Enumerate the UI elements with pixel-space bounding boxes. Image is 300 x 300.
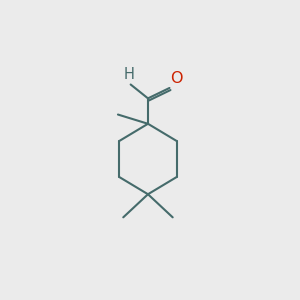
Text: H: H [124,67,135,82]
Text: O: O [170,71,182,86]
